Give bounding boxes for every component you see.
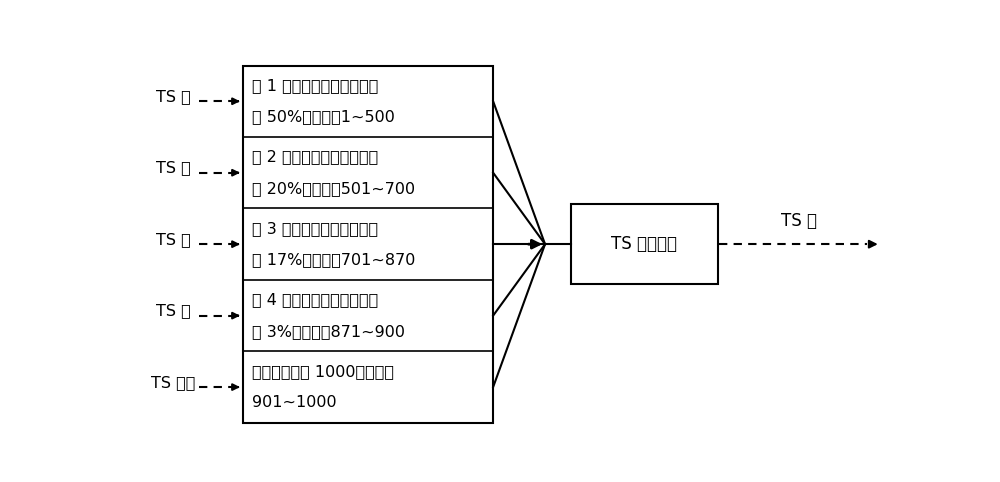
Text: 量 50%，序号：1~500: 量 50%，序号：1~500	[252, 109, 395, 124]
Text: 第 3 路音视频数据包：数据: 第 3 路音视频数据包：数据	[252, 221, 378, 236]
Text: 第 4 路音视频数据包：数据: 第 4 路音视频数据包：数据	[252, 293, 378, 308]
Text: 量 3%，序号：871~900: 量 3%，序号：871~900	[252, 324, 405, 339]
Text: TS 包: TS 包	[156, 89, 190, 104]
Bar	[243, 66, 493, 423]
Text: TS 包: TS 包	[156, 161, 190, 175]
Text: 第 2 路音视频数据包：数据: 第 2 路音视频数据包：数据	[252, 149, 378, 164]
Text: 空包：补足到 1000，序号：: 空包：补足到 1000，序号：	[252, 364, 394, 379]
Bar	[571, 204, 718, 284]
Text: 量 20%，序号：501~700: 量 20%，序号：501~700	[252, 181, 415, 196]
Text: 901~1000: 901~1000	[252, 395, 337, 410]
Text: 量 17%，序号：701~870: 量 17%，序号：701~870	[252, 253, 415, 268]
Text: TS 包: TS 包	[781, 212, 817, 230]
Text: TS 包发送端: TS 包发送端	[611, 235, 677, 253]
Text: TS 包: TS 包	[156, 304, 190, 319]
Text: TS 包: TS 包	[156, 232, 190, 247]
Text: 第 1 路音视频数据包：数据: 第 1 路音视频数据包：数据	[252, 78, 378, 93]
Text: TS 空包: TS 空包	[151, 375, 195, 390]
